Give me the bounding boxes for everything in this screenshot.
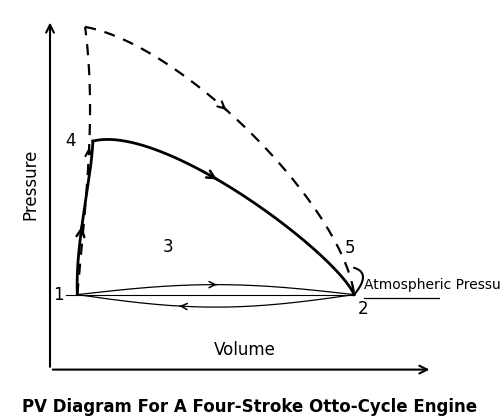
Text: PV Diagram For A Four-Stroke Otto-Cycle Engine: PV Diagram For A Four-Stroke Otto-Cycle … xyxy=(22,398,477,416)
Text: Atmospheric Pressure: Atmospheric Pressure xyxy=(364,278,500,292)
Text: Pressure: Pressure xyxy=(22,148,40,220)
Text: Volume: Volume xyxy=(214,341,276,359)
Text: 4: 4 xyxy=(65,132,76,150)
Text: 1: 1 xyxy=(53,286,64,304)
Text: 2: 2 xyxy=(358,300,368,318)
Text: 3: 3 xyxy=(163,237,173,255)
Text: 5: 5 xyxy=(344,239,355,257)
